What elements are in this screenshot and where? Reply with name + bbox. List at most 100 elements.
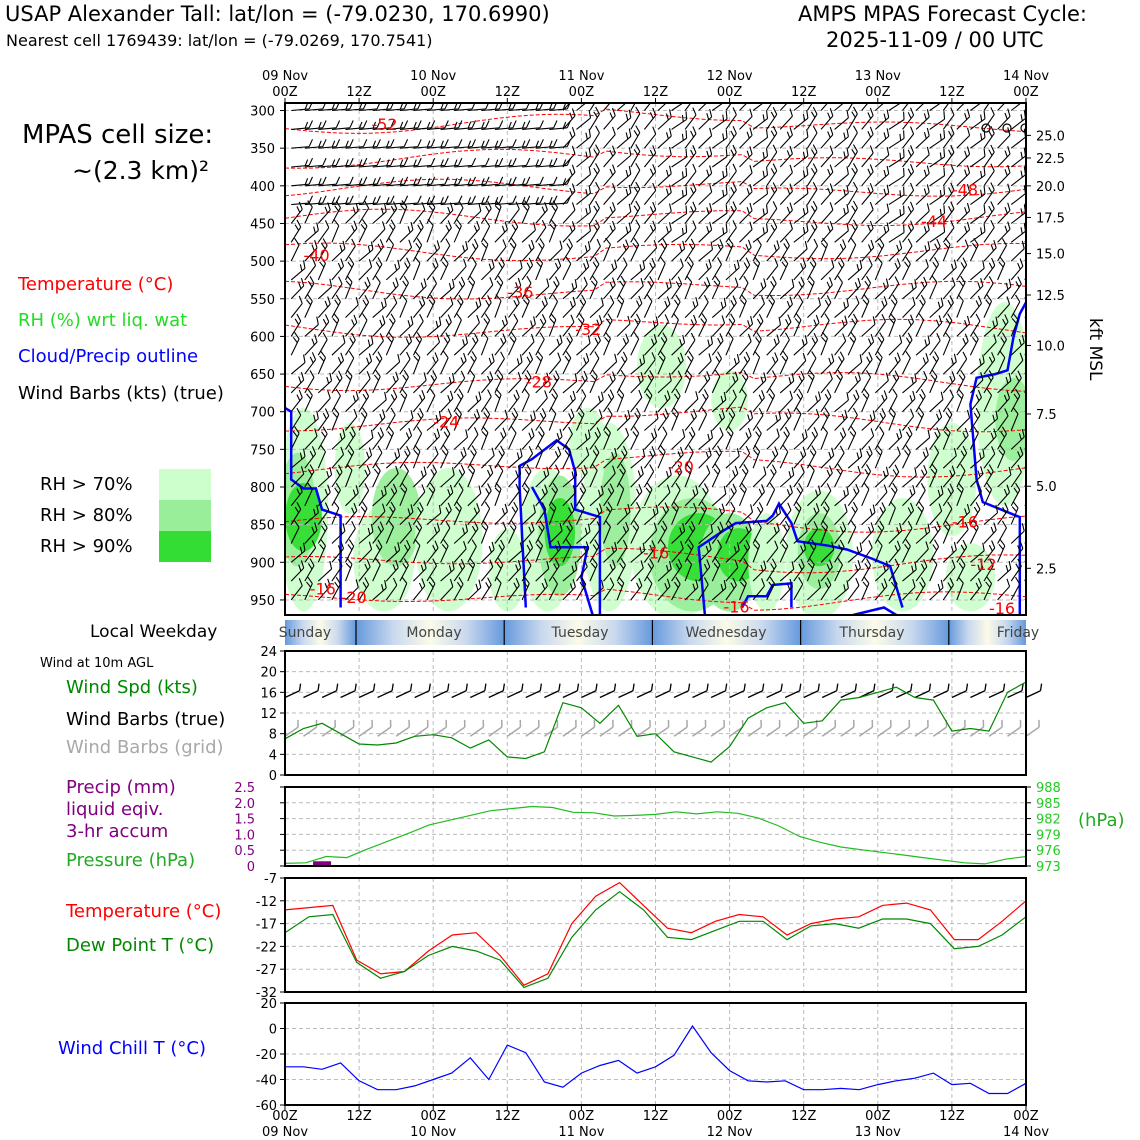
barb-flag — [338, 464, 343, 473]
wind-barb — [888, 224, 905, 243]
barb-shaft — [467, 564, 476, 582]
barb-shaft — [616, 103, 632, 111]
wind-barb — [643, 164, 657, 187]
wind-barb — [535, 238, 545, 262]
barb-shaft — [820, 338, 829, 356]
wind-barb — [440, 120, 463, 130]
barb-flag — [539, 120, 544, 129]
barb-flag — [500, 257, 505, 265]
barb-flag — [322, 412, 327, 420]
barb-shaft — [698, 116, 713, 130]
wind-barb — [521, 410, 536, 431]
barb-flag — [828, 559, 833, 568]
barb-flag — [569, 131, 573, 138]
barb-flag — [482, 426, 489, 433]
wind-barb — [372, 369, 381, 394]
barb-shaft — [874, 103, 890, 111]
barb-shaft — [317, 245, 328, 262]
wind-barb — [467, 539, 477, 563]
barb-shaft — [942, 455, 957, 469]
barb-flag — [923, 226, 927, 233]
barb-shaft — [480, 338, 489, 356]
wind-barb — [467, 351, 477, 375]
barb-flag — [583, 357, 587, 365]
barb-flag — [732, 220, 737, 228]
barb-shaft — [942, 508, 953, 525]
barb-flag — [760, 564, 764, 572]
barb-shaft — [589, 282, 598, 300]
barb-flag — [850, 331, 857, 340]
wind-barb — [589, 351, 600, 375]
barb-shaft — [929, 399, 944, 413]
barb-flag — [911, 377, 914, 385]
barb-shaft — [888, 395, 898, 412]
barb-flag — [513, 394, 518, 401]
wind-barb — [861, 239, 875, 262]
wind-barb — [603, 407, 613, 431]
barb-flag — [521, 140, 526, 148]
wind-barb — [915, 483, 926, 507]
wind-barb — [467, 220, 480, 243]
barb-flag — [347, 261, 353, 268]
wind-barb — [331, 558, 343, 582]
barb-flag — [609, 483, 615, 492]
barb-flag — [460, 451, 465, 458]
barb-shaft — [345, 451, 355, 469]
barb-flag — [296, 394, 301, 401]
barb-flag — [743, 544, 748, 552]
barb-flag — [355, 485, 359, 494]
wind-barb — [399, 388, 408, 412]
barb-flag — [595, 125, 600, 134]
wind-barb — [793, 110, 809, 130]
barb-flag — [789, 221, 793, 230]
barb-flag — [668, 184, 672, 193]
wind-barb — [480, 559, 494, 582]
barb-shaft — [290, 285, 305, 300]
barb-flag — [950, 546, 954, 553]
barb-flag — [449, 296, 454, 305]
barb-flag — [859, 260, 863, 269]
barb-flag — [416, 332, 423, 340]
barb-flag — [334, 299, 340, 306]
barb-flag — [635, 144, 641, 152]
barb-shaft — [494, 282, 504, 300]
barb-flag — [352, 489, 356, 497]
wind-barb — [603, 126, 616, 149]
barb-flag — [923, 559, 928, 567]
wind-barb — [793, 388, 804, 412]
barb-flag — [438, 410, 442, 420]
barb-shaft — [793, 301, 804, 318]
wind-barb — [698, 371, 711, 394]
barb-flag — [635, 219, 641, 227]
barb-flag — [622, 539, 628, 548]
wind-barb — [752, 204, 769, 224]
barb-flag — [541, 314, 547, 322]
barb-shaft — [562, 451, 572, 469]
barb-shaft — [331, 377, 343, 394]
wind-barb — [657, 222, 672, 243]
barb-flag — [719, 333, 724, 342]
barb-shaft — [508, 146, 527, 149]
barb-flag — [525, 103, 531, 110]
barb-flag — [746, 150, 750, 158]
wind-barb — [385, 559, 399, 582]
wind-barb — [902, 426, 913, 450]
barb-flag — [886, 203, 890, 212]
barb-flag — [882, 564, 886, 572]
barb-flag — [584, 527, 588, 535]
barb-shaft — [453, 413, 462, 431]
barb-flag — [429, 294, 436, 302]
wind-barb — [494, 195, 517, 206]
wind-barb — [331, 464, 343, 488]
barb-shaft — [576, 508, 585, 525]
barb-shaft — [562, 527, 573, 544]
barb-flag — [966, 221, 971, 230]
wind-barb — [589, 409, 603, 431]
barb-flag — [625, 170, 629, 177]
wind-barb — [874, 520, 885, 544]
wind-barb — [861, 164, 874, 187]
wind-barb — [440, 139, 463, 149]
barb-flag — [494, 140, 499, 148]
barb-shaft — [888, 583, 898, 601]
barb-flag — [688, 243, 694, 250]
